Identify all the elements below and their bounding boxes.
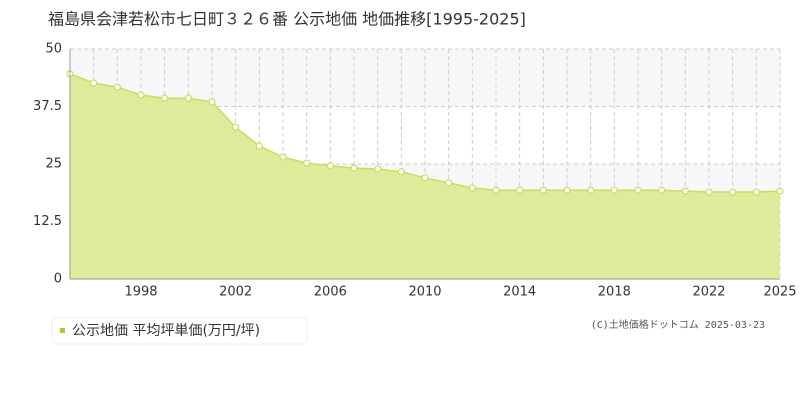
- point: [492, 186, 500, 194]
- point: [563, 186, 571, 194]
- point: [161, 94, 169, 102]
- x-tick-label: 2025: [763, 285, 796, 300]
- point: [634, 186, 642, 194]
- point: [255, 142, 263, 150]
- point: [303, 159, 311, 167]
- y-tick-label: 50: [45, 42, 62, 57]
- x-tick-label: 1998: [124, 285, 157, 300]
- point: [232, 123, 240, 131]
- point: [468, 184, 476, 192]
- y-tick-label: 37.5: [33, 99, 62, 114]
- point: [421, 174, 429, 182]
- point: [610, 186, 618, 194]
- point: [208, 98, 216, 106]
- area: [70, 73, 780, 279]
- x-tick-label: 2014: [503, 285, 536, 300]
- point: [658, 186, 666, 194]
- y-tick-label: 12.5: [33, 214, 62, 229]
- x-tick-label: 2010: [408, 285, 441, 300]
- x-tick-label: 2006: [314, 285, 347, 300]
- point: [90, 79, 98, 87]
- point: [516, 186, 524, 194]
- x-tick-label: 2018: [598, 285, 631, 300]
- chart-title: 福島県会津若松市七日町３２６番 公示地価 地価推移[1995-2025]: [48, 10, 526, 29]
- point: [539, 186, 547, 194]
- point: [587, 186, 595, 194]
- point: [752, 188, 760, 196]
- point: [705, 188, 713, 196]
- y-tick-label: 0: [54, 272, 62, 287]
- point: [326, 162, 334, 170]
- point: [137, 91, 145, 99]
- legend-swatch: [60, 328, 65, 333]
- point: [350, 164, 358, 172]
- credit: (C)土地価格ドットコム 2025-03-23: [591, 318, 765, 331]
- point: [729, 188, 737, 196]
- point: [374, 165, 382, 173]
- legend-box: [51, 317, 308, 345]
- point: [279, 153, 287, 161]
- point: [113, 83, 121, 91]
- x-tick-label: 2022: [692, 285, 725, 300]
- point: [397, 168, 405, 176]
- point: [445, 179, 453, 187]
- legend-label: 公示地価 平均坪単価(万円/坪): [72, 323, 260, 339]
- point: [184, 94, 192, 102]
- y-tick-label: 25: [45, 157, 62, 172]
- point: [681, 187, 689, 195]
- point: [776, 187, 784, 195]
- x-tick-label: 2002: [219, 285, 252, 300]
